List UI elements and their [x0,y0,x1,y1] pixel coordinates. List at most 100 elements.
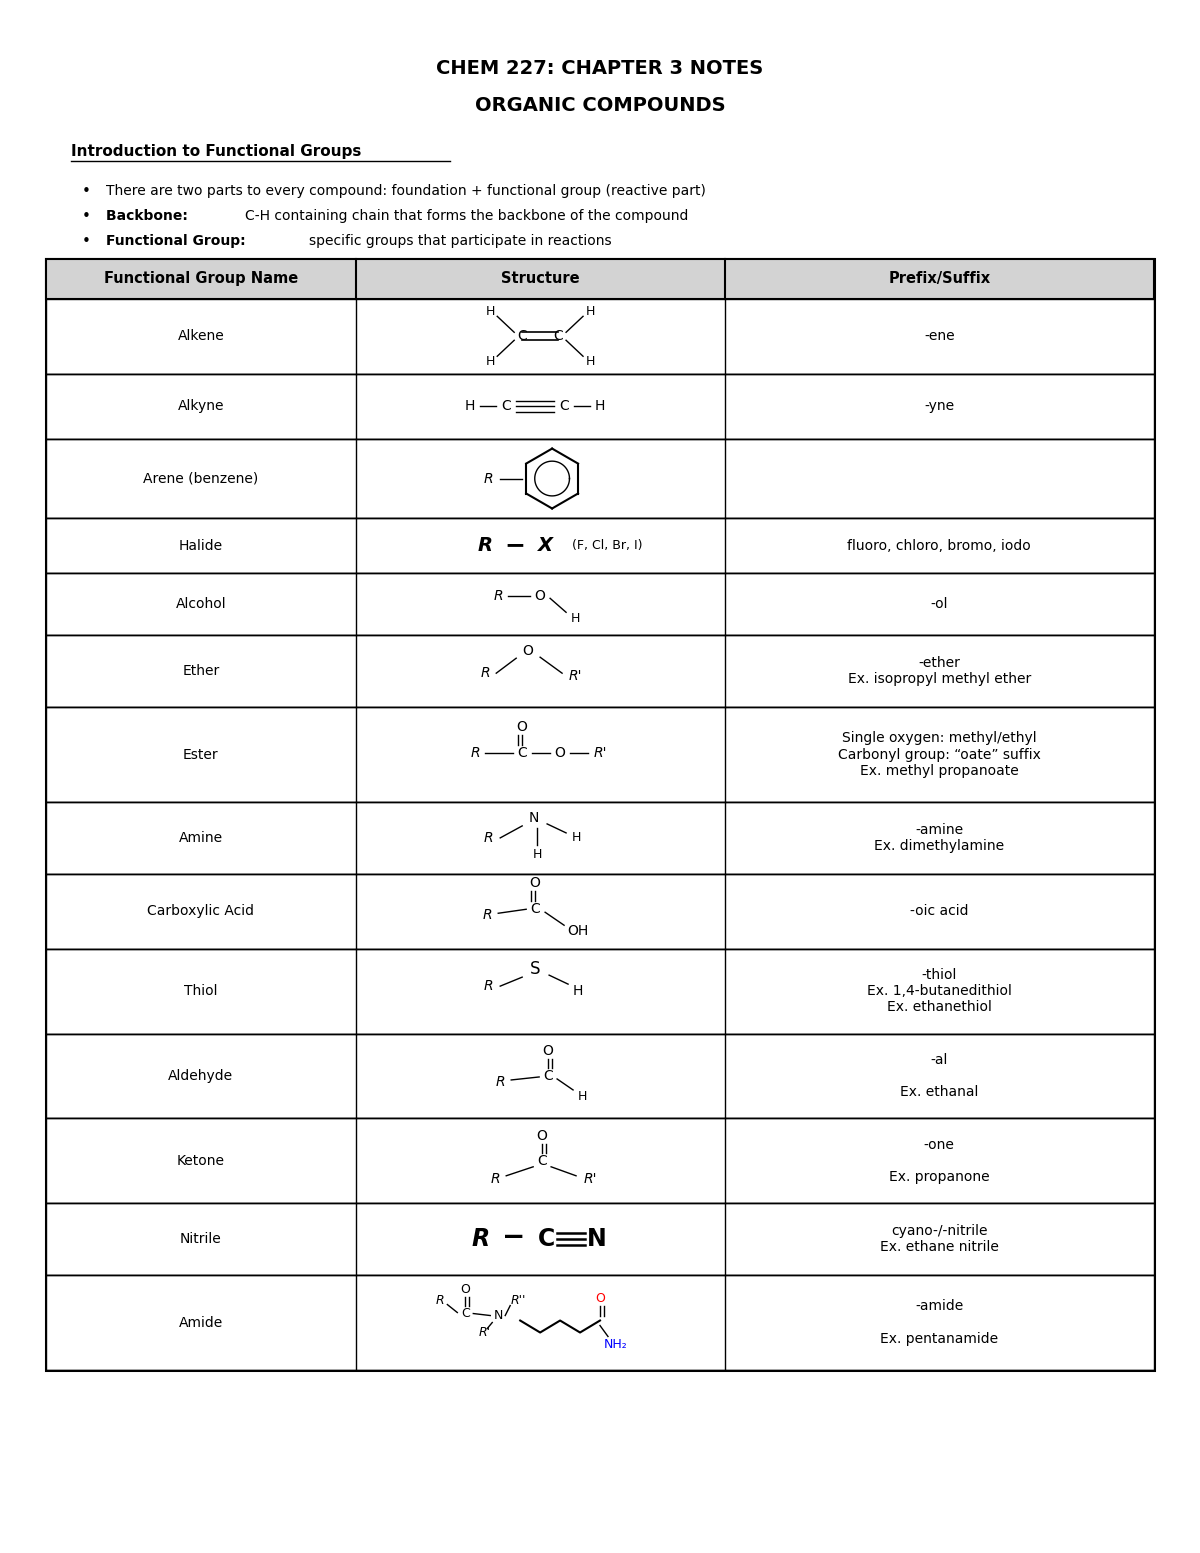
Text: C: C [553,329,563,343]
Bar [47,519,1153,573]
Text: There are two parts to every compound: foundation + functional group (reactive p: There are two parts to every compound: f… [106,185,706,199]
Text: -al

Ex. ethanal: -al Ex. ethanal [900,1053,978,1100]
Text: Backbone:: Backbone: [106,210,193,224]
Text: -yne: -yne [924,399,954,413]
Text: O: O [461,1283,470,1297]
Text: N: N [493,1309,503,1322]
Text: O: O [536,1129,547,1143]
Text: -ether
Ex. isopropyl methyl ether: -ether Ex. isopropyl methyl ether [847,655,1031,686]
Text: Aldehyde: Aldehyde [168,1068,234,1082]
Text: -amine
Ex. dimethylamine: -amine Ex. dimethylamine [874,823,1004,853]
Bar [47,1275,1153,1370]
Text: Alcohol: Alcohol [175,598,227,612]
Text: C: C [538,1227,554,1252]
Text: (F, Cl, Br, I): (F, Cl, Br, I) [572,539,642,553]
Text: C: C [530,902,540,916]
Text: C: C [517,329,527,343]
Text: O: O [595,1292,605,1305]
Text: R': R' [583,1173,596,1186]
Text: R': R' [479,1326,491,1339]
Text: Alkyne: Alkyne [178,399,224,413]
Bar [47,635,1153,707]
Text: H: H [586,354,595,368]
Text: Introduction to Functional Groups: Introduction to Functional Groups [71,144,361,158]
Text: Alkene: Alkene [178,329,224,343]
Text: R'': R'' [510,1294,526,1308]
Text: H: H [595,399,605,413]
Text: H: H [466,399,475,413]
Text: Arene (benzene): Arene (benzene) [143,472,258,486]
Text: O: O [517,719,528,733]
Text: Halide: Halide [179,539,223,553]
Text: Ketone: Ketone [176,1154,224,1168]
Text: C: C [544,1068,553,1082]
Bar [47,1118,1153,1204]
Text: Single oxygen: methyl/ethyl
Carbonyl group: “oate” suffix
Ex. methyl propanoate: Single oxygen: methyl/ethyl Carbonyl gro… [838,731,1040,778]
Text: -ene: -ene [924,329,954,343]
Text: CHEM 227: CHAPTER 3 NOTES: CHEM 227: CHAPTER 3 NOTES [437,59,763,78]
Bar [47,874,1153,949]
Text: Thiol: Thiol [184,985,217,999]
Text: R: R [484,978,493,992]
Text: C: C [502,399,511,413]
Bar [47,298,1153,374]
Text: R: R [436,1294,445,1308]
Text: cyano-/-nitrile
Ex. ethane nitrile: cyano-/-nitrile Ex. ethane nitrile [880,1224,998,1255]
Text: Structure: Structure [500,272,580,286]
Text: -ol: -ol [930,598,948,612]
Bar [47,1034,1153,1118]
Bar [47,573,1153,635]
Text: OH: OH [568,924,589,938]
Text: R: R [484,472,493,486]
Text: N: N [587,1227,607,1252]
Text: -one

Ex. propanone: -one Ex. propanone [889,1138,990,1183]
Text: NH₂: NH₂ [604,1339,628,1351]
Text: H: H [486,354,494,368]
Text: Carboxylic Acid: Carboxylic Acid [148,904,254,918]
Text: −: − [505,533,526,558]
Text: Prefix/Suffix: Prefix/Suffix [888,272,990,286]
Bar [47,949,1153,1034]
Text: N: N [529,811,539,825]
Text: R: R [478,536,493,556]
Text: -oic acid: -oic acid [910,904,968,918]
Text: C-H containing chain that forms the backbone of the compound: C-H containing chain that forms the back… [245,210,688,224]
Text: •: • [82,210,91,224]
Text: Amide: Amide [179,1315,223,1329]
Text: R: R [470,745,480,759]
Text: fluoro, chloro, bromo, iodo: fluoro, chloro, bromo, iodo [847,539,1031,553]
Text: •: • [82,235,91,248]
Bar [47,707,1153,801]
Text: R: R [472,1227,490,1252]
Bar [47,259,1153,1370]
Text: Functional Group Name: Functional Group Name [104,272,298,286]
Text: R: R [491,1173,500,1186]
Bar [47,801,1153,874]
Text: specific groups that participate in reactions: specific groups that participate in reac… [308,235,611,248]
Text: S: S [530,960,540,978]
Text: Nitrile: Nitrile [180,1232,222,1246]
Text: Ester: Ester [184,747,218,761]
Bar [47,1204,1153,1275]
Text: -thiol
Ex. 1,4-butanedithiol
Ex. ethanethiol: -thiol Ex. 1,4-butanedithiol Ex. ethanet… [866,968,1012,1014]
Text: O: O [542,1044,553,1058]
Text: R: R [493,589,503,603]
Text: O: O [554,745,565,759]
Text: O: O [535,589,546,603]
Text: O: O [529,876,540,890]
Text: H: H [486,304,494,318]
Text: R': R' [593,745,607,759]
Text: Amine: Amine [179,831,223,845]
Text: ORGANIC COMPOUNDS: ORGANIC COMPOUNDS [475,96,725,115]
Text: R: R [484,831,493,845]
Text: −: − [502,1224,524,1252]
Text: Functional Group:: Functional Group: [106,235,251,248]
Text: R: R [480,666,490,680]
Text: C: C [559,399,569,413]
Text: R: R [482,909,492,922]
Text: H: H [586,304,595,318]
Bar [47,259,1153,298]
Text: R': R' [569,669,582,683]
Text: R: R [496,1075,505,1089]
Bar [47,374,1153,438]
